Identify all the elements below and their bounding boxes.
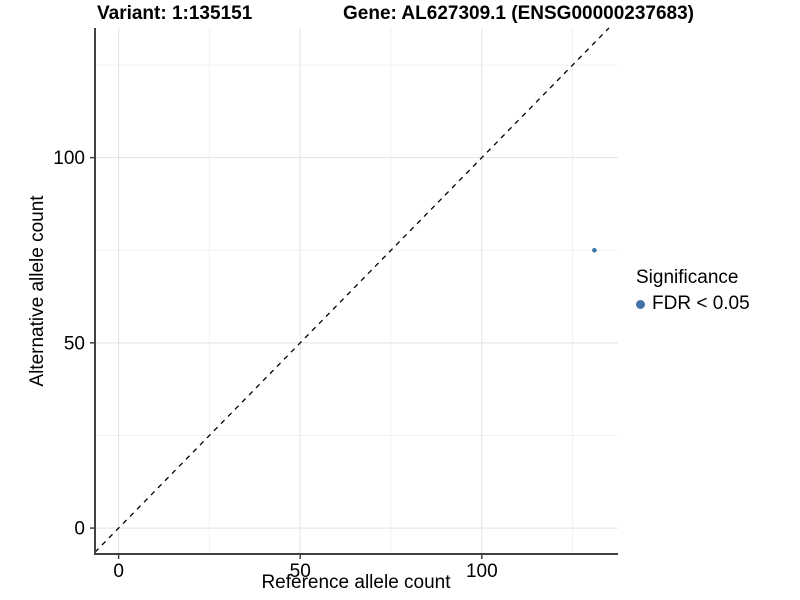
y-tick-label: 50 xyxy=(64,333,85,354)
legend-item-label: FDR < 0.05 xyxy=(652,293,750,314)
x-tick-label: 100 xyxy=(466,561,498,582)
legend: Significance FDR < 0.05 xyxy=(636,266,750,316)
y-axis-label: Alternative allele count xyxy=(27,195,48,387)
y-tick-label: 100 xyxy=(53,148,85,169)
x-axis-label: Reference allele count xyxy=(261,572,451,593)
legend-item: FDR < 0.05 xyxy=(636,292,750,316)
legend-title: Significance xyxy=(636,267,739,288)
x-tick-label: 0 xyxy=(113,561,124,582)
y-tick-label: 0 xyxy=(74,519,85,540)
data-point xyxy=(592,247,597,253)
chart-title-gene: Gene: AL627309.1 (ENSG00000237683) xyxy=(343,3,695,24)
x-tick-label: 50 xyxy=(290,561,311,582)
chart-title-variant: Variant: 1:135151 xyxy=(97,3,253,24)
identity-dashed-line xyxy=(94,27,610,553)
legend-point-icon xyxy=(636,299,645,309)
